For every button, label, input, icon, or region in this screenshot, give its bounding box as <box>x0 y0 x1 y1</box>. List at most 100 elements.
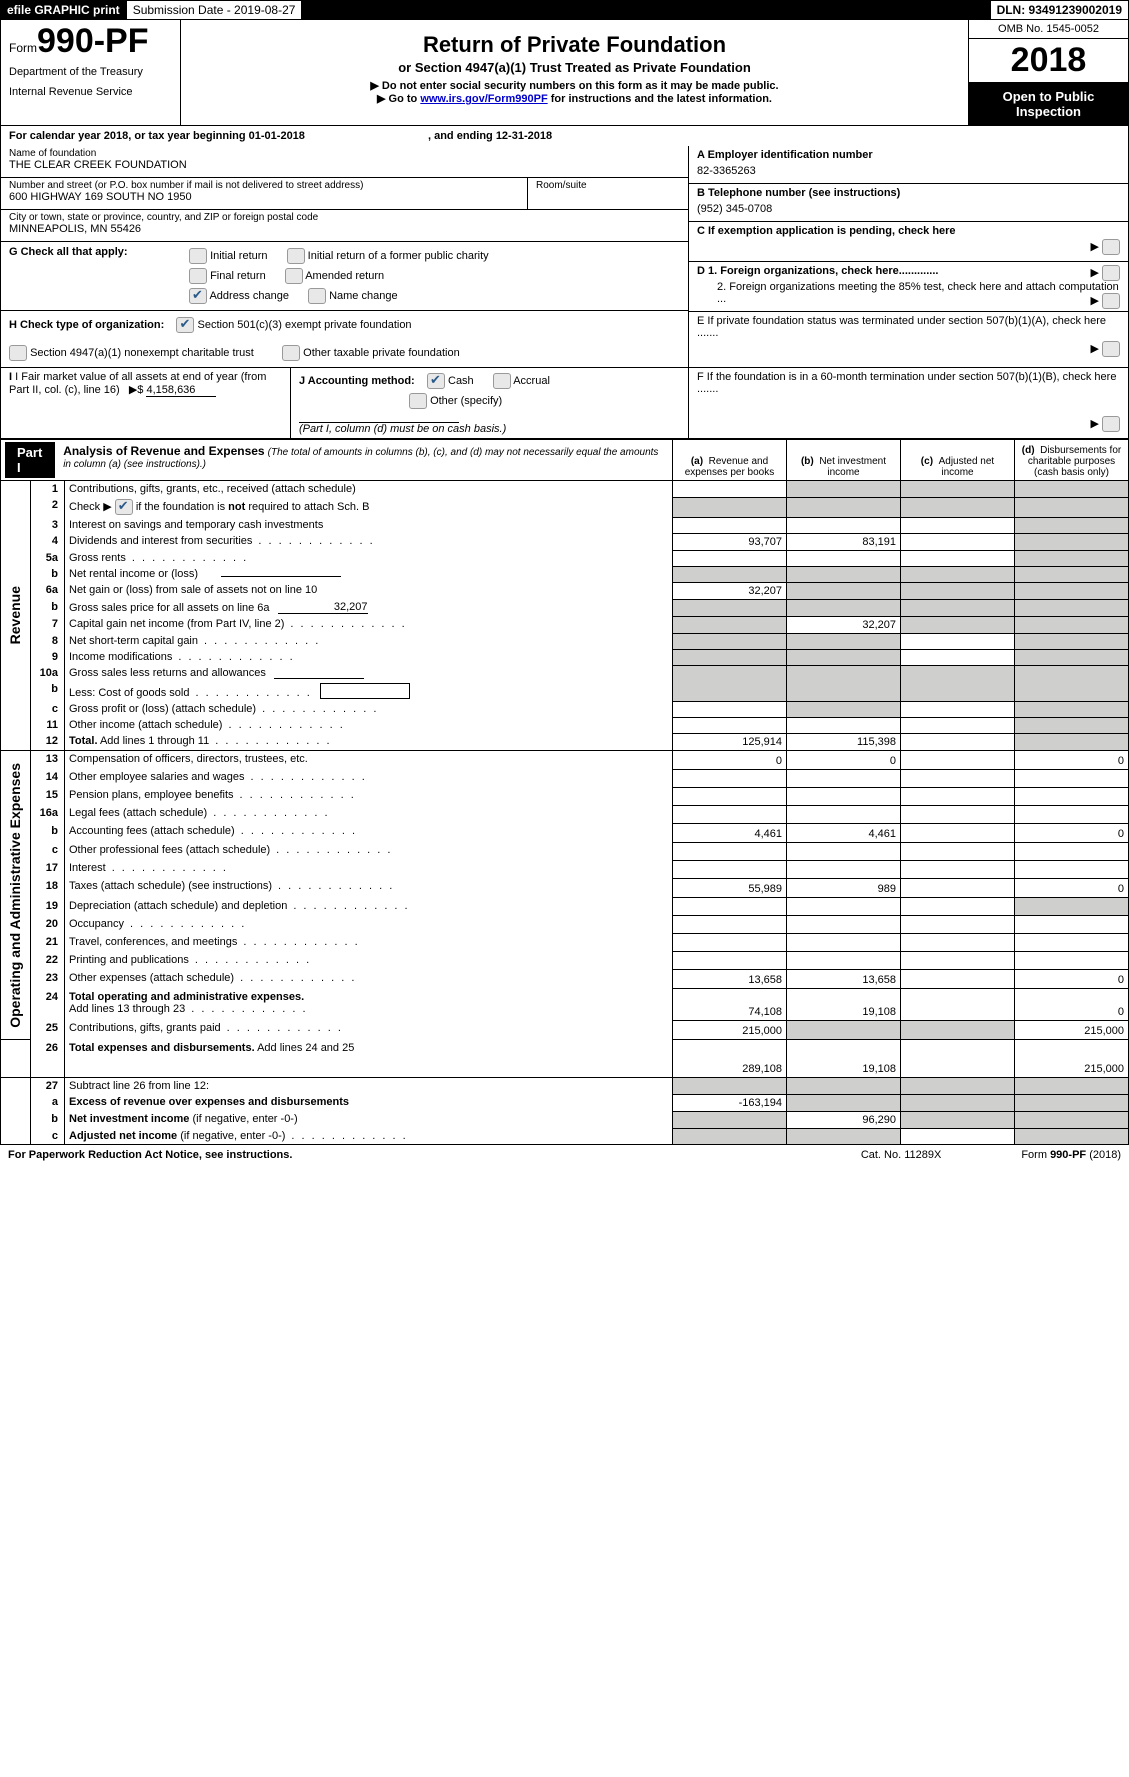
b-label: B Telephone number (see instructions) <box>697 187 1120 199</box>
street-field: Number and street (or P.O. box number if… <box>1 178 528 209</box>
j-note: (Part I, column (d) must be on cash basi… <box>299 423 506 435</box>
g-address: Address change <box>209 290 289 302</box>
r24-b: 19,108 <box>787 989 901 1021</box>
row-4: Dividends and interest from securities <box>65 533 673 550</box>
dln: DLN: 93491239002019 <box>991 1 1128 19</box>
footer-right: Form 990-PF (2018) <box>1021 1149 1121 1161</box>
row-5b: Net rental income or (loss) <box>65 566 673 582</box>
row-27: Subtract line 26 from line 12: <box>65 1078 673 1095</box>
goto-pre: Go to <box>389 93 421 105</box>
part1-desc: Analysis of Revenue and Expenses (The to… <box>55 442 668 472</box>
name-address-block: Name of foundation THE CLEAR CREEK FOUND… <box>1 146 688 367</box>
cb-other-method[interactable]: Other (specify) <box>409 393 502 409</box>
top-spacer <box>302 1 990 19</box>
cb-amended-return[interactable]: Amended return <box>285 268 384 284</box>
omb-no: OMB No. 1545-0052 <box>969 20 1128 39</box>
item-a: A Employer identification number 82-3365… <box>689 146 1128 184</box>
g-name: Name change <box>329 290 398 302</box>
r18-b: 989 <box>787 878 901 897</box>
r26-d: 215,000 <box>1015 1040 1129 1078</box>
part1-bar: Part I Analysis of Revenue and Expenses … <box>5 442 668 478</box>
r18-a: 55,989 <box>673 878 787 897</box>
row-6b: Gross sales price for all assets on line… <box>65 599 673 616</box>
cb-d1[interactable] <box>1102 265 1120 281</box>
row-19: Depreciation (attach schedule) and deple… <box>65 898 673 916</box>
irs-link[interactable]: www.irs.gov/Form990PF <box>420 93 547 105</box>
r4-b: 83,191 <box>787 533 901 550</box>
section-h-row2: Section 4947(a)(1) nonexempt charitable … <box>1 339 688 367</box>
city-label: City or town, state or province, country… <box>9 212 680 223</box>
name-label: Name of foundation <box>9 148 680 159</box>
r23-d: 0 <box>1015 970 1129 989</box>
cb-other-taxable[interactable]: Other taxable private foundation <box>282 345 460 361</box>
r7-b: 32,207 <box>787 616 901 633</box>
e-label: E If private foundation status was termi… <box>697 315 1106 339</box>
goto-post: for instructions and the latest informat… <box>548 93 772 105</box>
row-11: Other income (attach schedule) <box>65 717 673 733</box>
r24-a: 74,108 <box>673 989 787 1021</box>
city-value: MINNEAPOLIS, MN 55426 <box>9 223 680 235</box>
r16b-a: 4,461 <box>673 823 787 842</box>
item-c: C If exemption application is pending, c… <box>689 222 1128 262</box>
row-6a: Net gain or (loss) from sale of assets n… <box>65 582 673 599</box>
r18-d: 0 <box>1015 878 1129 897</box>
side-revenue: Revenue <box>5 576 25 654</box>
cb-initial-former[interactable]: Initial return of a former public charit… <box>287 248 489 264</box>
a-label: A Employer identification number <box>697 149 1120 161</box>
part1-header-row: Part I Analysis of Revenue and Expenses … <box>1 440 1129 481</box>
cb-c[interactable] <box>1102 239 1120 255</box>
row-25: Contributions, gifts, grants paid <box>65 1020 673 1039</box>
cb-d2[interactable] <box>1102 293 1120 309</box>
c-label: C If exemption application is pending, c… <box>697 225 956 237</box>
row-22: Printing and publications <box>65 952 673 970</box>
row-12: Total. Add lines 1 through 11 <box>65 733 673 750</box>
h-a: Section 501(c)(3) exempt private foundat… <box>198 319 412 331</box>
section-g: G Check all that apply: Initial return I… <box>1 242 688 311</box>
item-e: E If private foundation status was termi… <box>689 312 1128 363</box>
i-value: 4,158,636 <box>146 384 216 397</box>
r26-a: 289,108 <box>673 1040 787 1078</box>
foundation-name: THE CLEAR CREEK FOUNDATION <box>9 159 680 171</box>
b-value: (952) 345-0708 <box>697 203 1120 215</box>
cb-accrual[interactable]: Accrual <box>493 373 550 389</box>
form-header: Form990-PF Department of the Treasury In… <box>0 20 1129 126</box>
dept-treasury: Department of the Treasury <box>9 66 172 78</box>
row-16b: Accounting fees (attach schedule) <box>65 823 673 842</box>
part1-title: Analysis of Revenue and Expenses <box>63 444 264 458</box>
col-c-head: (c) Adjusted net income <box>901 440 1015 481</box>
i-prefix: $ <box>137 384 143 396</box>
cb-final-return[interactable]: Final return <box>189 268 266 284</box>
cb-f[interactable] <box>1102 416 1120 432</box>
cb-schb[interactable] <box>115 499 133 515</box>
room-label: Room/suite <box>536 180 680 191</box>
r4-a: 93,707 <box>673 533 787 550</box>
street-value: 600 HIGHWAY 169 SOUTH NO 1950 <box>9 191 519 203</box>
cb-4947a1[interactable]: Section 4947(a)(1) nonexempt charitable … <box>9 345 254 361</box>
cb-e[interactable] <box>1102 341 1120 357</box>
f-label: F If the foundation is in a 60-month ter… <box>697 371 1116 395</box>
right-info-block: A Employer identification number 82-3365… <box>688 146 1128 367</box>
cb-501c3[interactable]: Section 501(c)(3) exempt private foundat… <box>176 317 411 333</box>
row-2: Check ▶ if the foundation is not require… <box>65 497 673 517</box>
r12-b: 115,398 <box>787 733 901 750</box>
section-h-row1: H Check type of organization: Section 50… <box>1 311 688 339</box>
col-d-head: (d) Disbursements for charitable purpose… <box>1015 440 1129 481</box>
a-value: 82-3365263 <box>697 165 1120 177</box>
header-mid: Return of Private Foundation or Section … <box>181 20 968 125</box>
cb-cash[interactable]: Cash <box>427 373 474 389</box>
row-18: Taxes (attach schedule) (see instruction… <box>65 878 673 897</box>
h-label: H Check type of organization: <box>9 319 164 331</box>
cb-initial-return[interactable]: Initial return <box>189 248 268 264</box>
row-24: Total operating and administrative expen… <box>65 989 673 1021</box>
part1-tag: Part I <box>5 442 55 478</box>
h-c: Other taxable private foundation <box>303 347 460 359</box>
footer-mid: Cat. No. 11289X <box>861 1149 942 1161</box>
r23-a: 13,658 <box>673 970 787 989</box>
cb-address-change[interactable]: Address change <box>189 288 289 304</box>
g-label: G Check all that apply: <box>9 246 128 258</box>
item-d: D 1. Foreign organizations, check here..… <box>689 262 1128 312</box>
row-15: Pension plans, employee benefits <box>65 787 673 805</box>
efile-tag: efile GRAPHIC print <box>1 1 127 19</box>
r16b-b: 4,461 <box>787 823 901 842</box>
cb-name-change[interactable]: Name change <box>308 288 398 304</box>
